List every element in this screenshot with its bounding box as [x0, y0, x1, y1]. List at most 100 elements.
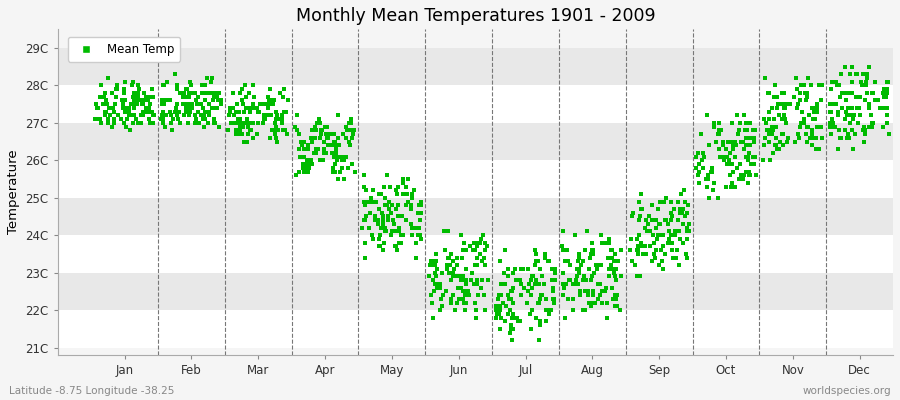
Point: [586, 251, 600, 257]
Point: [712, 131, 726, 137]
Point: [88, 116, 103, 122]
Point: [181, 120, 195, 126]
Point: [196, 116, 211, 122]
Point: [179, 86, 194, 92]
Point: [269, 138, 284, 145]
Point: [834, 90, 849, 96]
Point: [630, 247, 644, 253]
Point: [429, 251, 444, 257]
Point: [740, 127, 754, 134]
Point: [747, 138, 761, 145]
Point: [562, 277, 576, 283]
Point: [775, 116, 789, 122]
Point: [544, 266, 559, 272]
Point: [391, 213, 405, 220]
Point: [634, 206, 648, 212]
Point: [663, 198, 678, 205]
Point: [732, 176, 746, 182]
Point: [882, 131, 896, 137]
Point: [250, 120, 265, 126]
Point: [608, 251, 622, 257]
Point: [646, 232, 661, 238]
Point: [569, 277, 583, 283]
Point: [93, 94, 107, 100]
Point: [634, 191, 648, 197]
Point: [701, 142, 716, 148]
Point: [96, 94, 111, 100]
Point: [529, 277, 544, 283]
Point: [700, 183, 715, 190]
Point: [276, 86, 291, 92]
Point: [607, 258, 621, 265]
Point: [757, 116, 771, 122]
Point: [371, 217, 385, 224]
Point: [338, 176, 352, 182]
Point: [279, 108, 293, 115]
Point: [404, 221, 419, 227]
Point: [680, 210, 694, 216]
Point: [304, 157, 319, 164]
Point: [671, 198, 686, 205]
Point: [127, 105, 141, 111]
Point: [192, 120, 206, 126]
Point: [270, 112, 284, 118]
Point: [246, 135, 260, 141]
Point: [191, 108, 205, 115]
Point: [609, 292, 624, 298]
Point: [857, 124, 871, 130]
Point: [660, 217, 674, 224]
Point: [739, 127, 753, 134]
Point: [207, 105, 221, 111]
Point: [793, 90, 807, 96]
Point: [374, 232, 388, 238]
Point: [140, 97, 154, 104]
Point: [535, 292, 549, 298]
Legend: Mean Temp: Mean Temp: [68, 37, 180, 62]
Point: [645, 258, 660, 265]
Point: [641, 221, 655, 227]
Point: [694, 131, 708, 137]
Point: [365, 187, 380, 194]
Point: [145, 94, 159, 100]
Point: [842, 105, 856, 111]
Point: [441, 270, 455, 276]
Point: [697, 153, 711, 160]
Point: [765, 105, 779, 111]
Point: [727, 138, 742, 145]
Point: [239, 138, 254, 145]
Point: [208, 94, 222, 100]
Point: [107, 108, 122, 115]
Point: [582, 254, 597, 261]
Point: [399, 217, 413, 224]
Point: [333, 153, 347, 160]
Point: [514, 266, 528, 272]
Point: [738, 127, 752, 134]
Point: [376, 221, 391, 227]
Point: [227, 112, 241, 118]
Point: [624, 236, 638, 242]
Point: [649, 247, 663, 253]
Point: [680, 224, 694, 231]
Point: [304, 138, 319, 145]
Point: [633, 243, 647, 250]
Point: [341, 165, 356, 171]
Point: [742, 168, 756, 175]
Point: [681, 228, 696, 235]
Point: [762, 116, 777, 122]
Point: [459, 281, 473, 287]
Point: [463, 243, 477, 250]
Point: [545, 284, 560, 291]
Point: [130, 94, 144, 100]
Point: [96, 101, 111, 107]
Point: [576, 273, 590, 280]
Point: [424, 292, 438, 298]
Point: [571, 258, 585, 265]
Point: [842, 135, 856, 141]
Point: [94, 120, 108, 126]
Point: [762, 157, 777, 164]
Point: [675, 210, 689, 216]
Point: [232, 131, 247, 137]
Point: [358, 187, 373, 194]
Point: [632, 217, 646, 224]
Point: [115, 101, 130, 107]
